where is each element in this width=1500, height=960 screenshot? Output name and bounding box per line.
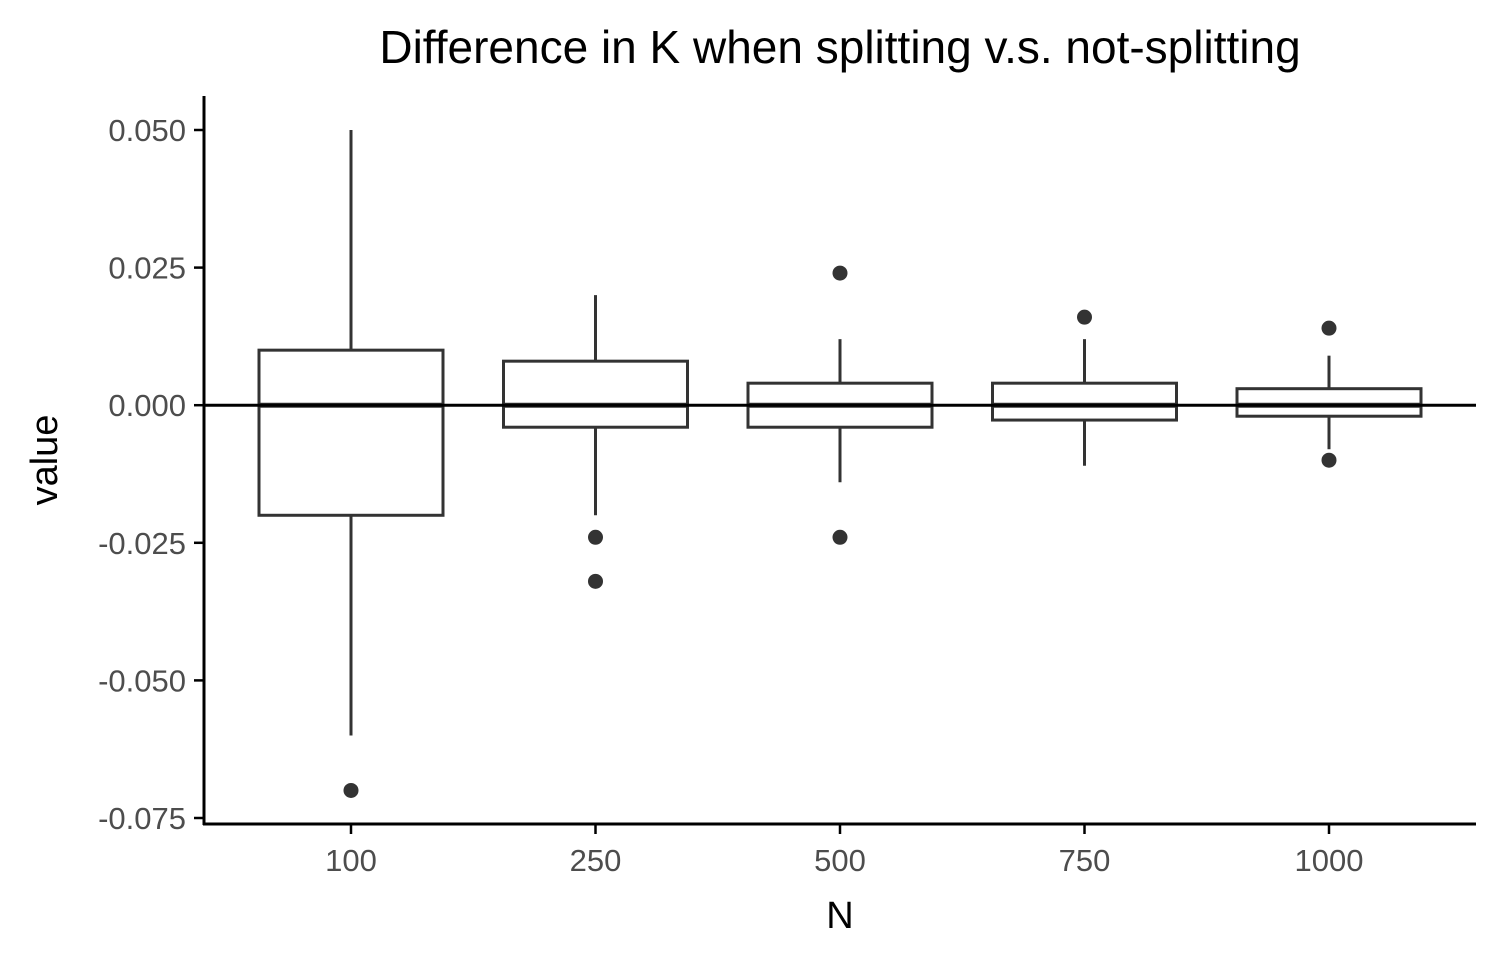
box-group-250 — [502, 295, 689, 589]
x-tick-label: 500 — [814, 843, 866, 878]
box-group-1000 — [1235, 320, 1423, 468]
outlier-point — [1077, 309, 1092, 325]
outlier-point — [1321, 452, 1337, 468]
y-tick-label: -0.050 — [98, 663, 186, 698]
y-tick-label: -0.025 — [98, 526, 186, 561]
outlier-point — [832, 529, 848, 545]
outlier-point — [343, 782, 359, 798]
y-tick-label: 0.025 — [108, 251, 186, 286]
plot-area: 0.050 0.025 0.000 -0.025 -0.050 -0.075 100 250 5… — [98, 96, 1476, 878]
y-tick-label: 0.000 — [108, 388, 186, 423]
box — [257, 348, 445, 517]
box — [1235, 387, 1423, 418]
outlier-point — [832, 265, 848, 281]
box-group-100 — [257, 130, 445, 798]
x-axis-title: N — [826, 895, 853, 937]
x-tick-label: 1000 — [1295, 843, 1364, 878]
x-tick-label: 100 — [325, 843, 377, 878]
y-tick-label: -0.075 — [98, 801, 186, 836]
x-tick-label: 750 — [1059, 843, 1111, 878]
x-tick-label: 250 — [570, 843, 622, 878]
box — [502, 359, 689, 429]
y-tick-label: 0.050 — [108, 113, 186, 148]
chart-title: Difference in K when splitting v.s. not-… — [379, 21, 1300, 73]
y-axis-title: value — [24, 415, 66, 506]
box — [991, 381, 1178, 422]
outlier-point — [588, 573, 603, 589]
outlier-point — [588, 529, 603, 545]
box-group-750 — [991, 309, 1178, 466]
outlier-point — [1321, 320, 1337, 336]
